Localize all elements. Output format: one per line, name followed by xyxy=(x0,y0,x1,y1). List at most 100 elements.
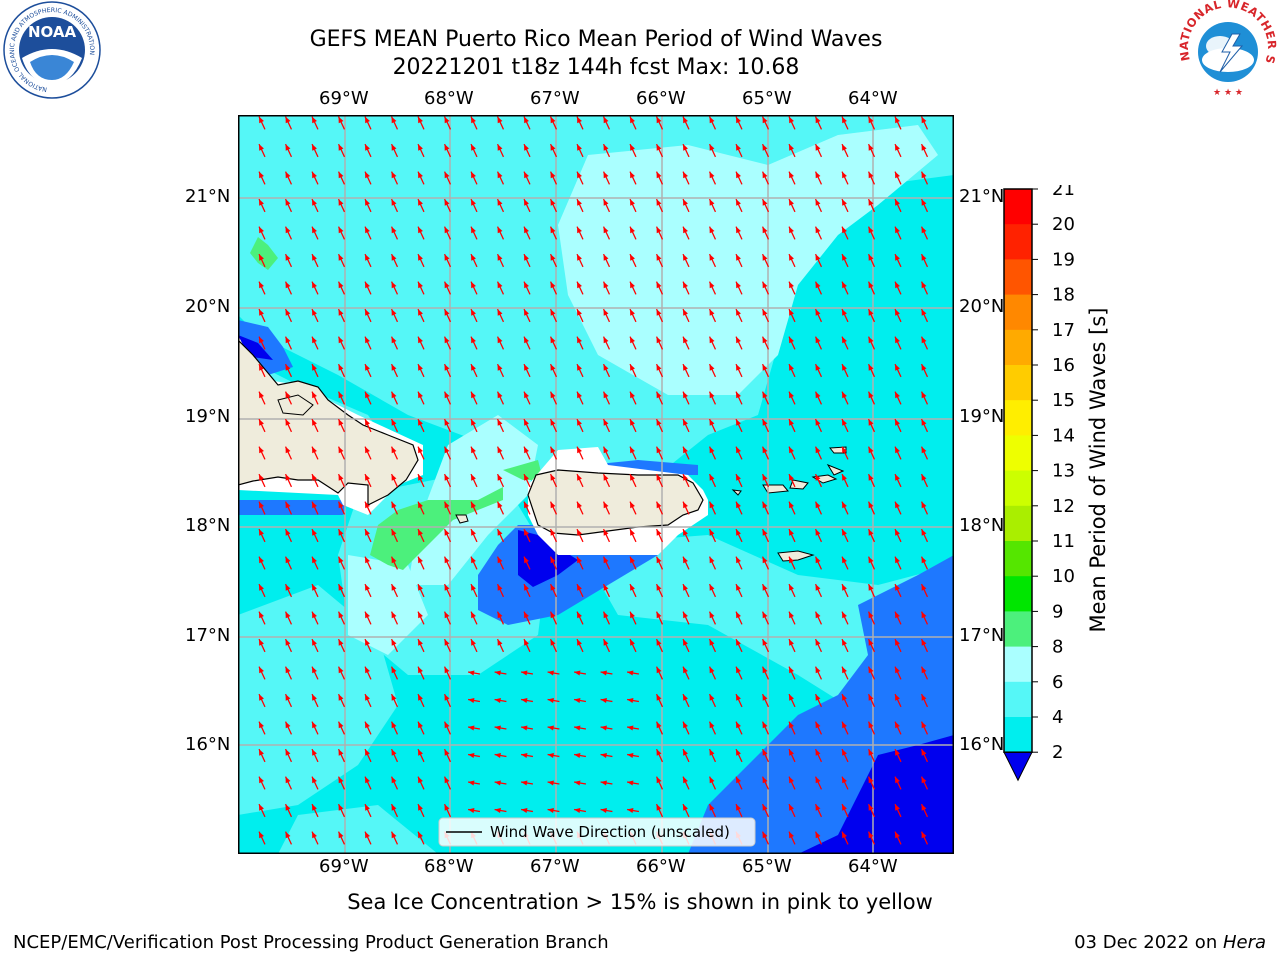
wind-arrow-head xyxy=(521,807,528,814)
wind-arrow-head xyxy=(921,391,927,399)
wind-arrow-head xyxy=(627,752,634,759)
wind-arrow-head xyxy=(365,804,370,811)
wind-arrow-head xyxy=(365,144,370,151)
wind-arrow-head xyxy=(471,391,476,399)
wind-arrow-head xyxy=(815,309,821,316)
wind-arrow-head xyxy=(868,584,874,591)
wind-arrow-head xyxy=(627,697,634,704)
wind-arrow-head xyxy=(683,116,688,124)
wind-arrow-head xyxy=(444,336,450,344)
wind-arrow-head xyxy=(815,804,821,811)
wind-arrow-head xyxy=(815,749,821,756)
lon-label-bottom: 67°W xyxy=(530,856,580,877)
wind-arrow-head xyxy=(630,639,635,646)
map-legend: Wind Wave Direction (unscaled) xyxy=(438,817,756,847)
noaa-logo: NATIONAL OCEANIC AND ATMOSPHERIC ADMINIS… xyxy=(3,1,101,99)
lat-label-left: 16°N xyxy=(185,734,231,755)
wind-arrow-head xyxy=(547,807,554,814)
wind-arrow-head xyxy=(574,780,581,786)
wind-arrow-head xyxy=(418,226,423,234)
wind-arrow-head xyxy=(789,419,794,426)
wind-arrow-head xyxy=(895,639,900,646)
wind-arrow-head xyxy=(868,694,874,701)
wind-arrow-head xyxy=(895,831,900,839)
wind-arrow-head xyxy=(577,446,582,454)
wind-arrow-head xyxy=(630,309,635,316)
wind-arrow-head xyxy=(709,199,715,206)
colorbar-tick-label: 19 xyxy=(1052,249,1075,270)
wind-arrow-head xyxy=(338,116,344,124)
wind-arrow-head xyxy=(789,749,794,756)
wind-arrow-head xyxy=(338,831,344,839)
wind-arrow-head xyxy=(285,309,291,316)
wind-arrow-head xyxy=(921,309,927,316)
wind-arrow-head xyxy=(524,171,529,179)
wind-arrow-head xyxy=(497,171,503,179)
colorbar-segment xyxy=(1004,681,1032,718)
wind-arrow-head xyxy=(630,281,635,289)
wind-arrow-head xyxy=(815,721,821,729)
wind-arrow-head xyxy=(895,804,900,811)
wind-arrow-head xyxy=(365,556,370,564)
wind-arrow-head xyxy=(789,391,794,399)
wind-arrow-head xyxy=(921,556,927,564)
wind-arrow-head xyxy=(524,446,529,454)
wind-arrow-head xyxy=(815,171,821,179)
wind-arrow-head xyxy=(895,776,900,784)
lon-label-top: 67°W xyxy=(530,88,580,109)
wind-arrow-head xyxy=(524,199,529,206)
wind-arrow-head xyxy=(497,419,503,426)
wind-arrow-head xyxy=(338,639,344,646)
wind-arrow-head xyxy=(842,446,847,454)
wind-arrow-head xyxy=(815,391,821,399)
wind-arrow-head xyxy=(603,556,609,564)
wind-arrow-head xyxy=(762,171,768,179)
wind-arrow-head xyxy=(815,666,821,674)
wind-arrow-head xyxy=(709,611,715,619)
lat-label-left: 18°N xyxy=(185,515,231,536)
colorbar-tick-label: 16 xyxy=(1052,355,1075,376)
wind-arrow-head xyxy=(444,584,450,591)
wind-arrow-head xyxy=(762,721,768,729)
wind-arrow-head xyxy=(418,281,423,289)
wind-arrow-head xyxy=(603,281,609,289)
wind-arrow-head xyxy=(921,501,927,509)
wind-arrow-head xyxy=(603,419,609,426)
wind-arrow-head xyxy=(603,474,609,481)
wind-arrow-head xyxy=(524,611,529,619)
wind-arrow-head xyxy=(762,309,768,316)
wind-arrow-head xyxy=(630,116,635,124)
wind-arrow-head xyxy=(521,725,528,731)
wind-arrow-head xyxy=(656,254,662,261)
wind-arrow-head xyxy=(868,831,874,839)
wind-arrow-head xyxy=(312,776,317,784)
wind-arrow-head xyxy=(312,584,317,591)
wind-arrow-head xyxy=(815,474,821,481)
wind-arrow-head xyxy=(550,556,556,564)
wind-arrow-head xyxy=(391,584,397,591)
wind-arrow-head xyxy=(312,281,317,289)
wind-arrow-head xyxy=(444,419,450,426)
wind-arrow-head xyxy=(762,446,768,454)
wind-arrow-head xyxy=(365,501,370,509)
wind-arrow-head xyxy=(736,391,741,399)
wind-arrow-head xyxy=(921,116,927,124)
wind-arrow-head xyxy=(471,474,476,481)
wind-arrow-head xyxy=(630,446,635,454)
wind-arrow-head xyxy=(789,199,794,206)
wind-arrow-head xyxy=(285,639,291,646)
wind-arrow-head xyxy=(338,281,344,289)
wind-arrow-head xyxy=(338,804,344,811)
wind-arrow-head xyxy=(521,752,528,759)
wind-arrow-head xyxy=(259,391,264,399)
wind-arrow-head xyxy=(471,419,476,426)
wind-arrow-head xyxy=(842,639,847,646)
wind-arrow-head xyxy=(815,501,821,509)
wind-arrow-head xyxy=(895,721,900,729)
wind-arrow-head xyxy=(312,556,317,564)
wind-arrow-head xyxy=(391,446,397,454)
wind-arrow-head xyxy=(471,446,476,454)
wind-arrow-head xyxy=(736,804,741,811)
wind-arrow-head xyxy=(709,639,715,646)
wind-arrow-head xyxy=(550,391,556,399)
